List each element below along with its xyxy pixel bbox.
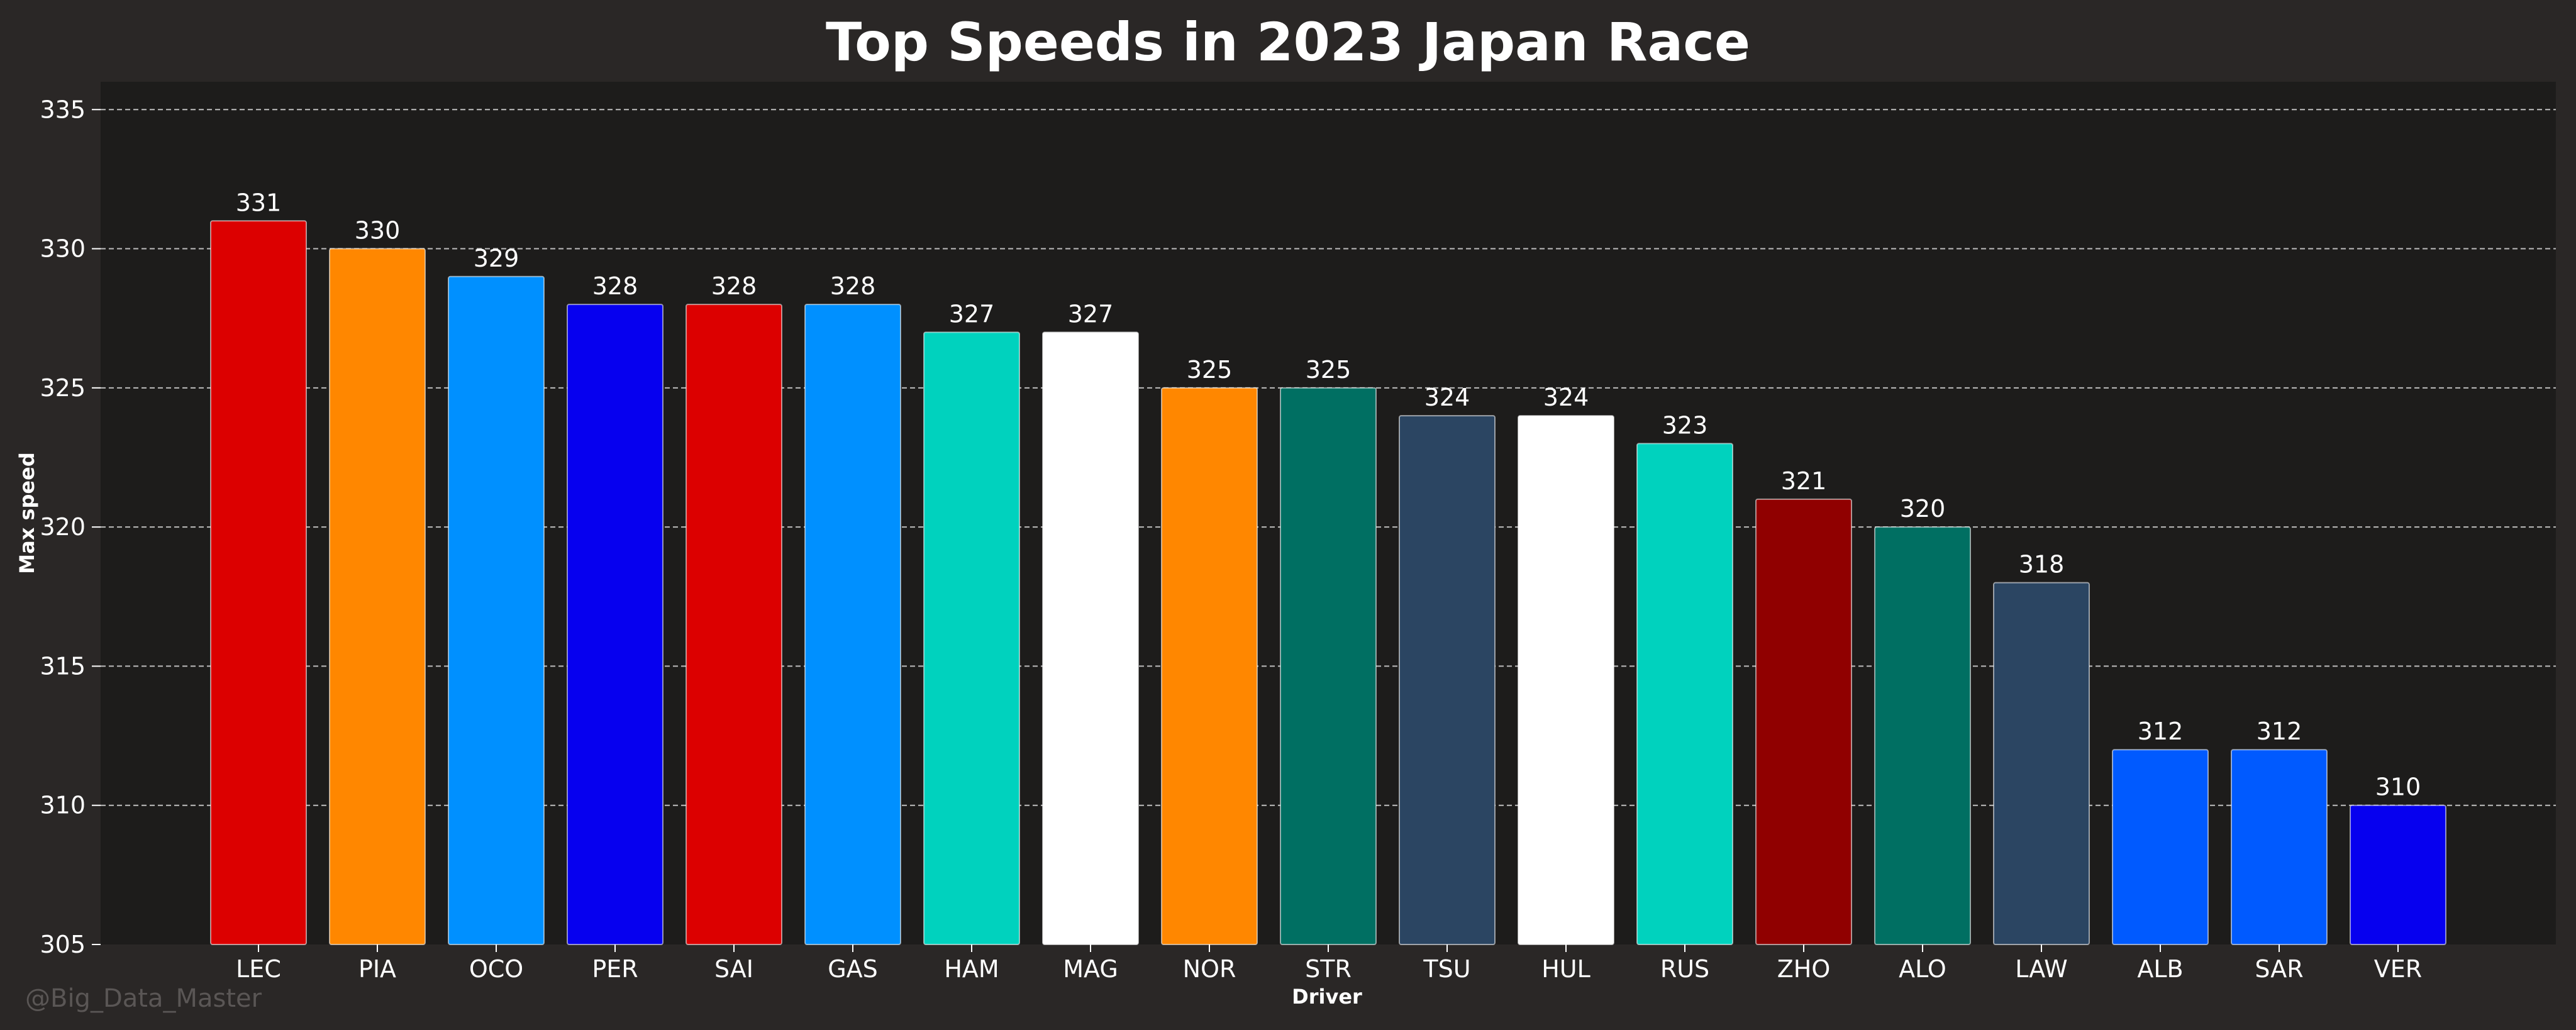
y-tick-label: 325 [40,374,86,402]
bar-alo [1874,526,1971,945]
bar-value-label: 323 [1662,411,1708,439]
x-tick-label: LEC [236,955,281,983]
bar-ham [923,331,1020,945]
y-tick-label: 315 [40,652,86,680]
x-tick-label: VER [2374,955,2422,983]
bar-value-label: 327 [1068,300,1114,328]
x-tick-label: OCO [469,955,523,983]
bar-oco [448,275,545,946]
x-tick-label: STR [1305,955,1352,983]
bar-law [1993,582,2090,945]
x-tick-label: HAM [944,955,999,983]
bar-sar [2231,749,2328,946]
bar-value-label: 325 [1187,356,1233,384]
y-tick-label: 305 [40,931,86,958]
bar-str [1280,387,1377,945]
bar-value-label: 324 [1424,384,1470,411]
bar-lec [210,220,307,946]
x-tick-label: SAI [714,955,753,983]
chart-title: Top Speeds in 2023 Japan Race [826,11,1750,73]
bar-rus [1636,443,1733,945]
bar-per [567,304,663,945]
watermark: @Big_Data_Master [25,984,262,1013]
bar-value-label: 328 [711,272,757,300]
bar-value-label: 318 [2019,551,2065,579]
bar-hul [1518,415,1614,945]
bar-value-label: 328 [592,272,638,300]
x-tick-label: MAG [1063,955,1118,983]
bar-value-label: 320 [1900,495,1946,523]
x-tick-label: ALB [2137,955,2183,983]
y-tick-label: 310 [40,792,86,819]
bar-value-label: 312 [2138,717,2184,745]
x-tick-label: PIA [358,955,396,983]
bar-sai [686,304,782,945]
bar-value-label: 324 [1543,384,1589,411]
bar-ver [2350,804,2446,946]
x-tick-label: SAR [2255,955,2303,983]
y-axis-title: Max speed [15,452,39,573]
bar-value-label: 329 [474,245,519,272]
bar-value-label: 325 [1306,356,1352,384]
bar-pia [329,248,426,946]
x-tick-label: HUL [1541,955,1591,983]
bar-value-label: 328 [830,272,876,300]
x-tick-label: ALO [1899,955,1946,983]
x-axis-title: Driver [1292,985,1362,1009]
bar-alb [2112,749,2209,946]
bar-value-label: 330 [355,217,401,245]
bar-value-label: 321 [1781,467,1827,495]
x-tick-label: RUS [1660,955,1709,983]
bar-gas [804,304,901,945]
bar-zho [1755,498,1852,945]
x-tick-label: PER [592,955,638,983]
bar-value-label: 310 [2375,773,2421,801]
x-tick-label: NOR [1183,955,1236,983]
bar-tsu [1399,415,1496,945]
x-tick-label: TSU [1423,955,1470,983]
y-tick-label: 320 [40,513,86,541]
x-tick-label: ZHO [1777,955,1831,983]
x-tick-label: GAS [828,955,878,983]
bar-nor [1161,387,1258,945]
bar-value-label: 327 [949,300,995,328]
bar-value-label: 312 [2257,717,2302,745]
bar-value-label: 331 [236,189,282,216]
y-tick-label: 330 [40,235,86,263]
x-tick-label: LAW [2015,955,2068,983]
y-tick-label: 335 [40,96,86,123]
bar-mag [1042,331,1139,945]
